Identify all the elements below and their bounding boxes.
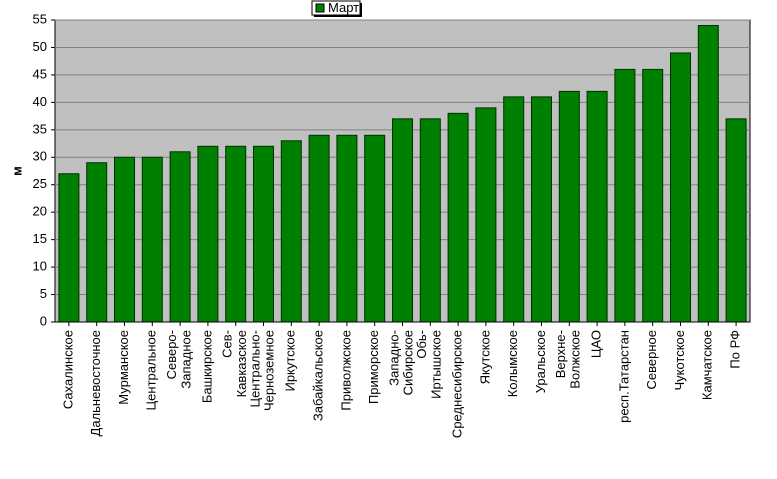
y-tick-label: 55 <box>33 11 47 26</box>
x-tick-label: Башкирское <box>199 330 214 403</box>
bar <box>197 145 219 323</box>
x-tick-label: Приморское <box>366 330 381 404</box>
bar <box>642 68 664 323</box>
x-tick-label: Западно-Сибирское <box>387 330 416 395</box>
x-tick-label: Уральское <box>533 330 548 393</box>
y-tick-label: 45 <box>33 66 47 81</box>
bar <box>503 96 525 323</box>
y-tick-label: 5 <box>40 286 47 301</box>
x-tick-label: Камчатское <box>700 330 715 400</box>
bar <box>58 173 80 323</box>
y-tick-label: 15 <box>33 231 47 246</box>
bar <box>614 68 636 323</box>
y-tick-label: 50 <box>33 39 47 54</box>
bar <box>86 162 108 323</box>
legend-swatch <box>315 3 325 13</box>
x-tick-label: Северное <box>644 330 659 389</box>
x-tick-label: По РФ <box>728 330 743 369</box>
x-tick-label: респ.Татарстан <box>616 330 631 423</box>
bar <box>697 24 719 323</box>
x-tick-label: Дальневосточное <box>88 330 103 436</box>
x-tick-label: Центральное <box>144 330 159 410</box>
x-tick-label: Мурманское <box>116 330 131 405</box>
bar <box>530 96 553 323</box>
y-tick-label: 30 <box>33 149 47 164</box>
bar <box>308 134 330 323</box>
y-tick-label: 20 <box>33 204 47 219</box>
x-tick-label: ЦАО <box>589 330 604 358</box>
x-tick-label: Северо-Западное <box>164 330 193 389</box>
bar <box>475 107 497 323</box>
x-tick-label: Сев-Кавказское <box>220 330 249 397</box>
x-tick-label: Обь-Иртышское <box>415 330 444 399</box>
y-axis-label: м <box>9 166 24 176</box>
x-tick-label: Приволжское <box>338 330 353 411</box>
bar <box>252 145 275 323</box>
x-tick-label: Забайкальское <box>311 330 326 421</box>
y-tick-label: 10 <box>33 259 47 274</box>
legend-label: Март <box>328 0 359 15</box>
bar <box>364 134 386 323</box>
x-tick-label: Чукотское <box>672 330 687 391</box>
bar <box>419 118 441 323</box>
y-tick-label: 35 <box>33 121 47 136</box>
bar <box>169 151 191 323</box>
bar <box>280 140 302 323</box>
bar <box>141 156 163 323</box>
y-tick-label: 0 <box>40 313 47 328</box>
bar <box>586 90 608 323</box>
x-tick-label: Центрально-Черноземное <box>248 330 277 411</box>
y-tick-label: 40 <box>33 94 47 109</box>
x-tick-label: Сахалинское <box>60 330 75 409</box>
bar <box>669 52 692 323</box>
bar <box>558 90 580 323</box>
y-tick-label: 25 <box>33 176 47 191</box>
x-tick-label: Среднесибирское <box>450 330 465 438</box>
bar <box>225 145 247 323</box>
bar <box>447 112 469 323</box>
x-tick-label: Якутское <box>477 330 492 384</box>
x-tick-label: Верхне-Волжское <box>554 330 583 389</box>
bar <box>391 118 414 323</box>
x-tick-label: Иркутское <box>283 330 298 392</box>
bar <box>113 156 136 323</box>
bar <box>725 118 747 323</box>
x-tick-label: Колымское <box>505 330 520 397</box>
bar <box>336 134 358 323</box>
